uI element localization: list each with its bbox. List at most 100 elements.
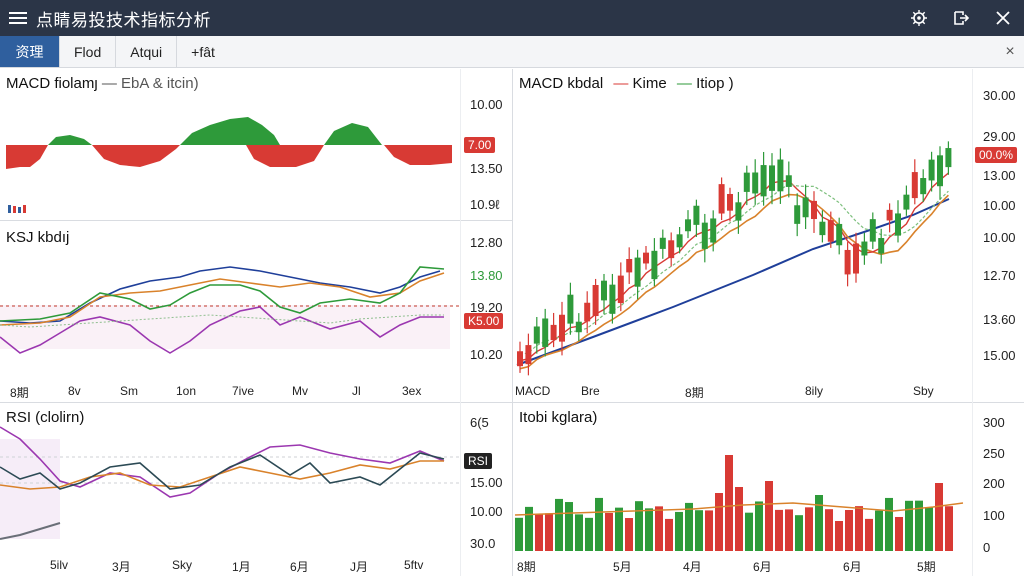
main-ylabel-5: 12.70	[983, 268, 1016, 283]
ma-orange-line	[519, 193, 949, 370]
tab-3[interactable]: +fât	[191, 43, 215, 60]
candle-body	[727, 193, 733, 211]
ksj-ylabel-0: 12.80	[470, 235, 503, 250]
candle-body	[567, 294, 574, 324]
candle-body	[861, 241, 868, 256]
volume-title: Itobi kglara)	[519, 409, 598, 426]
candle-body	[668, 240, 675, 259]
volume-bar	[885, 497, 893, 551]
macd-left-legend: — EbA & itcin)	[101, 75, 199, 92]
volume-bar	[845, 509, 853, 551]
volume-bar	[865, 518, 873, 551]
close-window-icon[interactable]	[982, 0, 1024, 36]
rsi-xlabel-3: 1月	[232, 560, 251, 574]
volume-xlabel-0: 8期	[517, 560, 536, 574]
macd-left-title-text: MACD fiolamȷ	[6, 75, 98, 92]
candle-body	[651, 250, 658, 280]
ma-blue-line	[516, 198, 950, 366]
candle-body	[601, 280, 607, 301]
candle-body	[945, 148, 952, 168]
ksj-xlabel-6: Jl	[352, 384, 361, 398]
volume-bar	[855, 506, 863, 551]
volume-bar	[815, 495, 823, 551]
divider-left-1	[0, 220, 512, 221]
ksj-ylabel-1: 13.80	[470, 268, 503, 283]
volume-bar	[665, 518, 673, 551]
candle-body	[559, 314, 565, 342]
volume-bar	[645, 508, 653, 551]
volume-bar	[745, 512, 753, 551]
volume-bar	[915, 500, 923, 551]
volume-bar	[895, 516, 903, 551]
volume-bar	[555, 498, 563, 551]
rsi-ylabel-1: 15.00	[470, 475, 503, 490]
candle-body	[777, 159, 784, 192]
candle-body	[911, 172, 918, 199]
vertical-divider	[512, 69, 513, 576]
volume-bar	[605, 512, 613, 551]
rsi-ylabel-2: 10.00	[470, 504, 503, 519]
volume-bar-chart	[514, 455, 964, 551]
volume-bar	[595, 497, 603, 551]
app-title: 点睛易投技术指标分析	[36, 10, 211, 30]
rsi-xlabel-0: 5ilv	[50, 558, 69, 572]
candle-body	[920, 178, 927, 195]
macd-left-ylabel-0: 10.00	[470, 97, 503, 112]
main-title-text: MACD kbdal	[519, 75, 604, 92]
rsi-value-badge: RSI	[464, 453, 493, 469]
main-title: MACD kbdal — Kime — Itiop )	[519, 75, 734, 92]
candle-body	[626, 258, 633, 273]
tab-1[interactable]: Flod	[60, 36, 117, 67]
rsi-xlabel-6: 5ftv	[404, 558, 424, 572]
main-xlabel-0: MACD	[515, 384, 551, 398]
volume-bar	[875, 510, 883, 551]
candle-body	[827, 220, 834, 242]
hamburger-menu-icon[interactable]	[0, 0, 36, 36]
volume-xlabel-1: 5月	[613, 560, 632, 574]
export-icon[interactable]	[940, 0, 982, 36]
ksj-xlabel-0: 8期	[10, 386, 29, 400]
ksj-panel: KSJ kbdıj 12.80 13.80 19.20 K5.00 10.20 …	[0, 221, 512, 402]
candle-body	[769, 165, 775, 191]
volume-bar	[675, 511, 683, 551]
ksj-title: KSJ kbdıj	[6, 229, 70, 246]
main-legend-kime: Kime	[632, 75, 667, 92]
volume-ylabel-3: 100	[983, 508, 1005, 523]
volume-bar	[545, 513, 553, 551]
candle-body	[853, 243, 859, 274]
tab-2[interactable]: Atqui	[116, 36, 178, 67]
main-ylabel-1: 29.00	[983, 129, 1016, 144]
tab-0[interactable]: 资理	[0, 36, 60, 67]
volume-ma-line	[514, 502, 964, 516]
volume-bar	[615, 507, 623, 551]
volume-bar	[695, 510, 703, 551]
volume-bar	[655, 506, 663, 551]
tabbar-close-icon[interactable]: ×	[1005, 42, 1015, 60]
volume-bar	[585, 517, 593, 551]
main-xlabel-2: 8期	[685, 386, 704, 400]
main-legend-itiop: Itiop )	[696, 75, 734, 92]
candlestick-chart	[516, 141, 952, 376]
candle-body	[718, 184, 725, 214]
volume-bar	[925, 507, 933, 551]
main-xlabel-4: Sby	[913, 384, 934, 398]
main-ylabel-6: 13.60	[983, 312, 1016, 327]
main-xlabel-3: 8ily	[805, 384, 824, 398]
candle-body	[895, 213, 901, 236]
candle-body	[760, 165, 767, 197]
candle-body	[819, 221, 826, 236]
ksj-value-badge: K5.00	[464, 313, 504, 329]
candle-body	[802, 197, 809, 218]
candle-body	[542, 318, 549, 347]
volume-xlabel-4: 6月	[843, 560, 862, 574]
rsi-ylabel-0: 6(5	[470, 415, 489, 430]
candle-body	[794, 205, 801, 224]
volume-bar	[575, 514, 583, 551]
candle-body	[869, 219, 876, 242]
main-ylabel-3: 10.00	[983, 198, 1016, 213]
rsi-xlabel-1: 3月	[112, 560, 131, 574]
settings-gear-icon[interactable]	[898, 0, 940, 36]
ksj-ylabel-2: 19.20	[470, 300, 503, 315]
volume-bar	[755, 501, 763, 551]
macd-left-title: MACD fiolamȷ — EbA & itcin)	[6, 75, 199, 92]
